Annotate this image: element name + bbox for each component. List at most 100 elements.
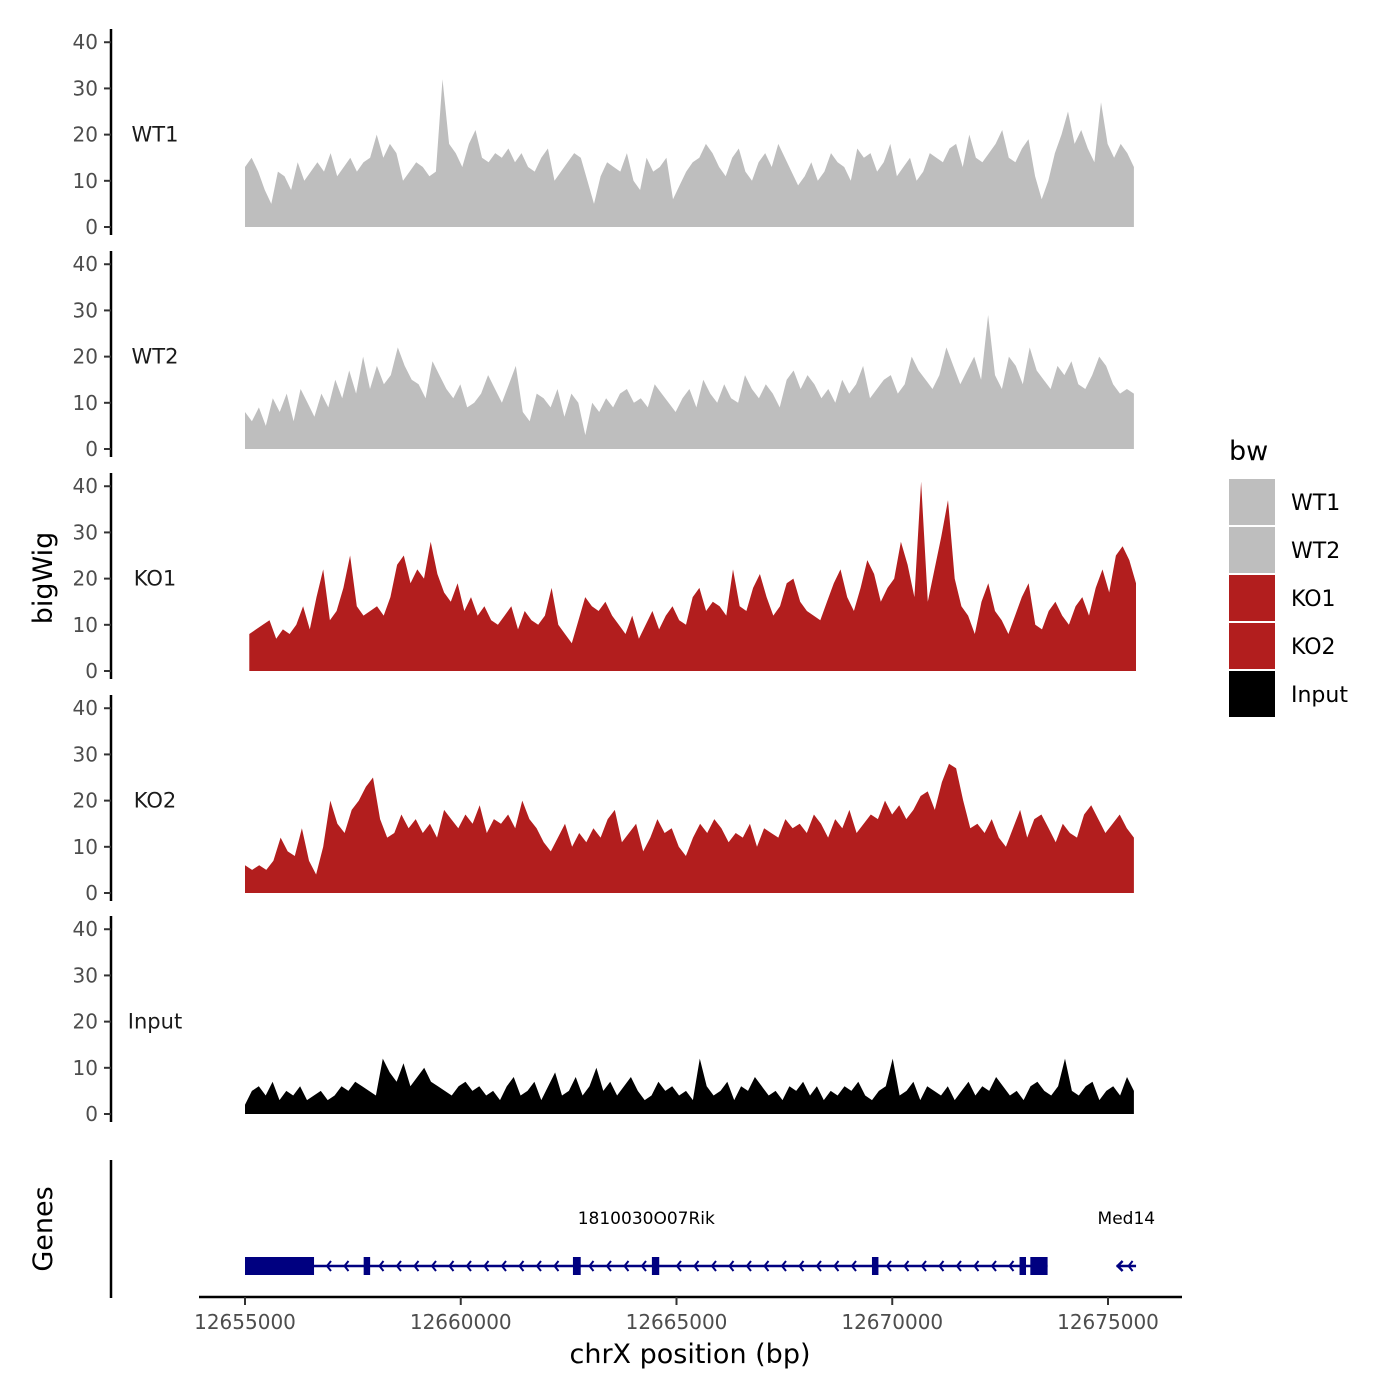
y-tick-label: 40 xyxy=(73,252,98,276)
y-axis-title: bigWig xyxy=(28,532,59,625)
strand-arrow xyxy=(500,1260,507,1272)
track-ko1: 0 10 20 30 40 KO1 xyxy=(73,473,1137,683)
gene-models: 1810030O07Rik Med14 xyxy=(245,1209,1155,1275)
gene-med14: Med14 xyxy=(1098,1209,1156,1272)
legend-entries: WT1 WT2 KO1 KO2 Input xyxy=(1229,479,1348,717)
strand-arrow xyxy=(395,1260,402,1272)
strand-arrow xyxy=(343,1260,350,1272)
gene-exon xyxy=(1030,1257,1048,1275)
x-tick-label: 12665000 xyxy=(626,1310,728,1334)
strand-arrow xyxy=(465,1260,472,1272)
y-tick-label: 10 xyxy=(73,391,98,415)
strand-arrow xyxy=(745,1260,752,1272)
gene-label: Med14 xyxy=(1098,1209,1156,1229)
y-tick-label: 0 xyxy=(85,881,98,905)
strand-arrow xyxy=(833,1260,840,1272)
x-ticks: 12655000 12660000 12665000 12670000 12675000 xyxy=(194,1297,1159,1334)
legend-entry-ko1: KO1 xyxy=(1229,575,1336,621)
strand-arrow xyxy=(553,1260,560,1272)
coverage-tracks: 0 10 20 30 40 WT1 0 10 20 30 40 WT2 0 10 20 30 40 KO1 0 10 2… xyxy=(73,29,1137,1126)
track-wt2: 0 10 20 30 40 WT2 xyxy=(73,251,1134,461)
legend-swatch xyxy=(1229,479,1275,525)
coverage-area-ko1 xyxy=(249,481,1137,671)
legend-label: Input xyxy=(1291,683,1348,708)
strand-arrow xyxy=(990,1260,997,1272)
strand-arrow xyxy=(938,1260,945,1272)
strand-arrow xyxy=(920,1260,927,1272)
legend-entry-wt2: WT2 xyxy=(1229,527,1340,573)
y-tick-label: 40 xyxy=(73,474,98,498)
track-label-input: Input xyxy=(128,1010,182,1034)
y-tick-label: 10 xyxy=(73,835,98,859)
strand-arrow xyxy=(378,1260,385,1272)
strand-arrow xyxy=(518,1260,525,1272)
legend-swatch xyxy=(1229,671,1275,717)
y-tick-label: 20 xyxy=(73,789,98,813)
legend-label: WT1 xyxy=(1291,491,1340,516)
strand-arrow xyxy=(850,1260,857,1272)
gene-exon xyxy=(871,1257,879,1275)
strand-arrow xyxy=(605,1260,612,1272)
x-axis: 12655000 12660000 12665000 12670000 12675000… xyxy=(194,1295,1182,1370)
y-tick-label: 40 xyxy=(73,30,98,54)
track-label-wt2: WT2 xyxy=(132,345,179,369)
legend-label: WT2 xyxy=(1291,539,1340,564)
legend-label: KO1 xyxy=(1291,587,1336,612)
y-tick-label: 10 xyxy=(73,169,98,193)
track-label-ko2: KO2 xyxy=(134,789,177,813)
y-tick-label: 0 xyxy=(85,215,98,239)
legend-entry-wt1: WT1 xyxy=(1229,479,1340,525)
y-tick-label: 20 xyxy=(73,123,98,147)
legend-swatch xyxy=(1229,623,1275,669)
legend-entry-ko2: KO2 xyxy=(1229,623,1336,669)
gene-exon xyxy=(651,1257,660,1275)
strand-arrow xyxy=(885,1260,892,1272)
legend-swatch xyxy=(1229,575,1275,621)
x-tick-label: 12675000 xyxy=(1057,1310,1159,1334)
legend-entry-input: Input xyxy=(1229,671,1348,717)
y-tick-label: 20 xyxy=(73,567,98,591)
strand-arrow xyxy=(413,1260,420,1272)
x-tick-label: 12655000 xyxy=(194,1310,296,1334)
gene-label: 1810030O07Rik xyxy=(578,1209,715,1229)
strand-arrow xyxy=(780,1260,787,1272)
coverage-area-input xyxy=(245,1058,1134,1114)
y-tick-label: 20 xyxy=(73,345,98,369)
x-tick-label: 12660000 xyxy=(410,1310,512,1334)
y-tick-label: 40 xyxy=(73,696,98,720)
gene-exon xyxy=(363,1257,371,1275)
strand-arrow xyxy=(710,1260,717,1272)
coverage-area-wt2 xyxy=(245,315,1134,449)
legend-title: bw xyxy=(1229,436,1268,467)
y-tick-label: 10 xyxy=(73,1056,98,1080)
strand-arrow xyxy=(623,1260,630,1272)
strand-arrow xyxy=(728,1260,735,1272)
track-label-wt1: WT1 xyxy=(132,123,179,147)
x-tick-label: 12670000 xyxy=(841,1310,943,1334)
y-tick-label: 40 xyxy=(73,917,98,941)
strand-arrow xyxy=(955,1260,962,1272)
y-tick-label: 20 xyxy=(73,1010,98,1034)
y-tick-label: 0 xyxy=(85,1102,98,1126)
track-label-ko1: KO1 xyxy=(134,567,177,591)
y-tick-label: 0 xyxy=(85,437,98,461)
legend: bw WT1 WT2 KO1 KO2 Input xyxy=(1229,436,1348,717)
legend-label: KO2 xyxy=(1291,635,1336,660)
y-tick-label: 30 xyxy=(73,520,98,544)
track-input: 0 10 20 30 40 Input xyxy=(73,916,1134,1126)
strand-arrow xyxy=(693,1260,700,1272)
y-tick-label: 10 xyxy=(73,613,98,637)
strand-arrow xyxy=(1115,1260,1124,1272)
strand-arrow xyxy=(1127,1260,1134,1272)
strand-arrow xyxy=(815,1260,822,1272)
strand-arrow xyxy=(675,1260,682,1272)
strand-arrow xyxy=(535,1260,542,1272)
y-tick-label: 30 xyxy=(73,742,98,766)
strand-arrow xyxy=(903,1260,910,1272)
strand-arrow xyxy=(1008,1260,1015,1272)
genes-panel: Genes 1810030O07Rik Med14 xyxy=(28,1160,1155,1298)
strand-arrow xyxy=(798,1260,805,1272)
strand-arrow xyxy=(588,1260,595,1272)
strand-arrow xyxy=(973,1260,980,1272)
